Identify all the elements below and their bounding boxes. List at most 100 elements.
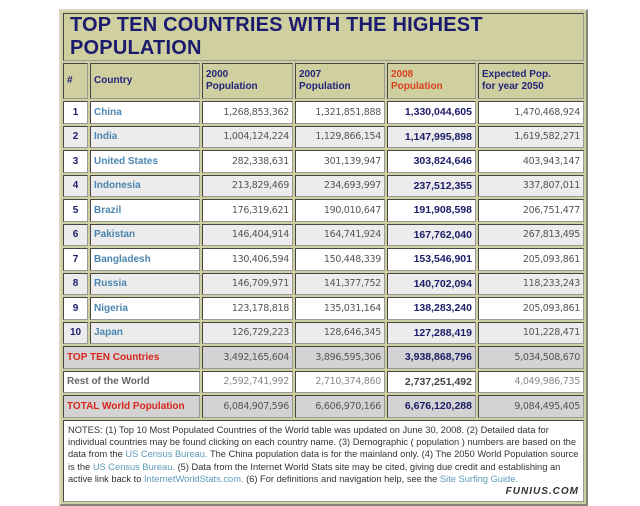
cell-2008: 1,330,044,605 bbox=[387, 101, 476, 124]
rank-cell: 4 bbox=[63, 174, 88, 197]
header-country: Country bbox=[90, 63, 200, 99]
cell-2050: 5,034,508,670 bbox=[478, 346, 584, 369]
top-ten-label: TOP TEN Countries bbox=[63, 346, 200, 369]
cell-2000: 123,178,818 bbox=[202, 297, 293, 320]
total-label: TOTAL World Population bbox=[63, 395, 200, 418]
cell-2050: 4,049,986,735 bbox=[478, 370, 584, 393]
cell-2008: 153,546,901 bbox=[387, 248, 476, 271]
cell-2007: 135,031,164 bbox=[295, 297, 385, 320]
country-link[interactable]: United States bbox=[90, 150, 200, 173]
rest-label: Rest of the World bbox=[63, 370, 200, 393]
cell-2007: 2,710,374,860 bbox=[295, 370, 385, 393]
country-link[interactable]: Indonesia bbox=[90, 174, 200, 197]
cell-2007: 6,606,970,166 bbox=[295, 395, 385, 418]
table-row: 9 Nigeria 123,178,818 135,031,164 138,283,24… bbox=[63, 297, 584, 320]
cell-2008: 191,908,598 bbox=[387, 199, 476, 222]
cell-2007: 141,377,752 bbox=[295, 272, 385, 295]
cell-2008: 303,824,646 bbox=[387, 150, 476, 173]
cell-2000: 6,084,907,596 bbox=[202, 395, 293, 418]
header-row: # Country 2000 Population 2007 Population … bbox=[63, 63, 584, 99]
cell-2000: 213,829,469 bbox=[202, 174, 293, 197]
population-table: TOP TEN COUNTRIES WITH THE HIGHEST POPUL… bbox=[61, 11, 586, 504]
header-2007: 2007 Population bbox=[295, 63, 385, 99]
country-link[interactable]: Brazil bbox=[90, 199, 200, 222]
site-surfing-guide-link[interactable]: Site Surfing Guide. bbox=[439, 474, 518, 485]
total-row: TOTAL World Population 6,084,907,596 6,6… bbox=[63, 395, 584, 418]
header-2008: 2008 Population bbox=[387, 63, 476, 99]
us-census-link-2[interactable]: US Census Bureau. bbox=[92, 461, 175, 472]
cell-2008: 1,147,995,898 bbox=[387, 125, 476, 148]
us-census-link[interactable]: US Census Bureau. bbox=[125, 449, 208, 460]
country-link[interactable]: Pakistan bbox=[90, 223, 200, 246]
cell-2008: 2,737,251,492 bbox=[387, 370, 476, 393]
cell-2007: 3,896,595,306 bbox=[295, 346, 385, 369]
country-link[interactable]: India bbox=[90, 125, 200, 148]
rank-cell: 3 bbox=[63, 150, 88, 173]
table-row: 1 China 1,268,853,362 1,321,851,888 1,330,04… bbox=[63, 101, 584, 124]
rank-cell: 5 bbox=[63, 199, 88, 222]
cell-2050: 206,751,477 bbox=[478, 199, 584, 222]
cell-2000: 1,268,853,362 bbox=[202, 101, 293, 124]
country-link[interactable]: Bangladesh bbox=[90, 248, 200, 271]
cell-2007: 190,010,647 bbox=[295, 199, 385, 222]
table-title: TOP TEN COUNTRIES WITH THE HIGHEST POPUL… bbox=[63, 13, 584, 61]
cell-2050: 337,807,011 bbox=[478, 174, 584, 197]
notes: NOTES: (1) Top 10 Most Populated Countri… bbox=[63, 419, 584, 502]
cell-2000: 130,406,594 bbox=[202, 248, 293, 271]
cell-2050: 205,093,861 bbox=[478, 297, 584, 320]
header-rank: # bbox=[63, 63, 88, 99]
cell-2050: 101,228,471 bbox=[478, 321, 584, 344]
cell-2000: 3,492,165,604 bbox=[202, 346, 293, 369]
cell-2008: 237,512,355 bbox=[387, 174, 476, 197]
rank-cell: 2 bbox=[63, 125, 88, 148]
cell-2007: 301,139,947 bbox=[295, 150, 385, 173]
cell-2007: 128,646,345 bbox=[295, 321, 385, 344]
cell-2007: 150,448,339 bbox=[295, 248, 385, 271]
country-link[interactable]: Nigeria bbox=[90, 297, 200, 320]
cell-2000: 1,004,124,224 bbox=[202, 125, 293, 148]
table-row: 4 Indonesia 213,829,469 234,693,997 237,512,… bbox=[63, 174, 584, 197]
cell-2000: 282,338,631 bbox=[202, 150, 293, 173]
cell-2050: 1,619,582,271 bbox=[478, 125, 584, 148]
cell-2050: 205,093,861 bbox=[478, 248, 584, 271]
header-2000: 2000 Population bbox=[202, 63, 293, 99]
table-row: 6 Pakistan 146,404,914 164,741,924 167,762,0… bbox=[63, 223, 584, 246]
cell-2050: 267,813,495 bbox=[478, 223, 584, 246]
country-link[interactable]: Japan bbox=[90, 321, 200, 344]
table-row: 10 Japan 126,729,223 128,646,345 127,288,419… bbox=[63, 321, 584, 344]
cell-2008: 140,702,094 bbox=[387, 272, 476, 295]
cell-2008: 138,283,240 bbox=[387, 297, 476, 320]
country-link[interactable]: China bbox=[90, 101, 200, 124]
cell-2007: 234,693,997 bbox=[295, 174, 385, 197]
cell-2000: 146,709,971 bbox=[202, 272, 293, 295]
cell-2008: 3,938,868,796 bbox=[387, 346, 476, 369]
cell-2008: 167,762,040 bbox=[387, 223, 476, 246]
top-ten-row: TOP TEN Countries 3,492,165,604 3,896,59… bbox=[63, 346, 584, 369]
table-row: 3 United States 282,338,631 301,139,947 303,… bbox=[63, 150, 584, 173]
rank-cell: 6 bbox=[63, 223, 88, 246]
country-link[interactable]: Russia bbox=[90, 272, 200, 295]
table-row: 8 Russia 146,709,971 141,377,752 140,702,094… bbox=[63, 272, 584, 295]
watermark: FUNIUS.COM bbox=[505, 485, 579, 497]
rank-cell: 1 bbox=[63, 101, 88, 124]
header-2050: Expected Pop. for year 2050 bbox=[478, 63, 584, 99]
cell-2008: 6,676,120,288 bbox=[387, 395, 476, 418]
cell-2000: 2,592,741,992 bbox=[202, 370, 293, 393]
cell-2050: 403,943,147 bbox=[478, 150, 584, 173]
table-row: 2 India 1,004,124,224 1,129,866,154 1,147,99… bbox=[63, 125, 584, 148]
cell-2008: 127,288,419 bbox=[387, 321, 476, 344]
internetworldstats-link[interactable]: InternetWorldStats.com. bbox=[143, 474, 244, 485]
cell-2050: 9,084,495,405 bbox=[478, 395, 584, 418]
table-row: 7 Bangladesh 130,406,594 150,448,339 153,546… bbox=[63, 248, 584, 271]
cell-2050: 118,233,243 bbox=[478, 272, 584, 295]
cell-2007: 164,741,924 bbox=[295, 223, 385, 246]
rest-of-world-row: Rest of the World 2,592,741,992 2,710,37… bbox=[63, 370, 584, 393]
cell-2050: 1,470,468,924 bbox=[478, 101, 584, 124]
cell-2000: 126,729,223 bbox=[202, 321, 293, 344]
rank-cell: 10 bbox=[63, 321, 88, 344]
cell-2007: 1,321,851,888 bbox=[295, 101, 385, 124]
cell-2000: 146,404,914 bbox=[202, 223, 293, 246]
table-row: 5 Brazil 176,319,621 190,010,647 191,908,598… bbox=[63, 199, 584, 222]
rank-cell: 7 bbox=[63, 248, 88, 271]
cell-2000: 176,319,621 bbox=[202, 199, 293, 222]
